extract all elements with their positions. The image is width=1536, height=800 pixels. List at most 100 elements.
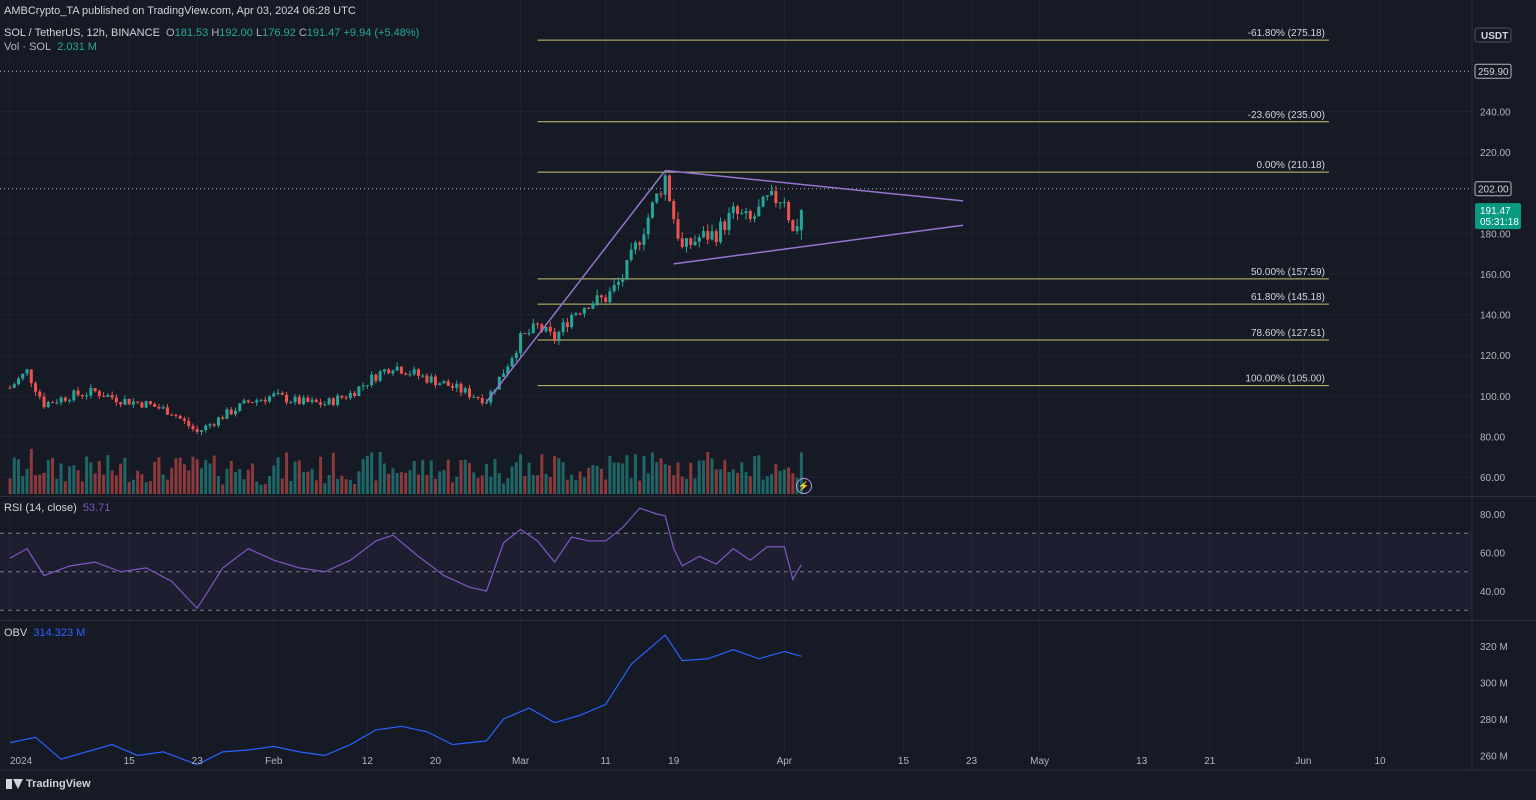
volume-bar [182,464,186,494]
volume-bar [310,468,314,494]
time-tick-label: 21 [1204,756,1216,767]
price-tag [1474,63,1512,79]
volume-bar [144,482,148,494]
volume-bar [578,471,582,494]
trendline [485,170,666,403]
volume-bar [561,462,565,494]
volume-bar [276,457,280,494]
brand-text: TradingView [26,778,91,790]
volume-bar [629,478,633,494]
volume-bar [199,468,203,494]
candle-body [408,374,412,376]
volume-bar [421,459,425,494]
volume-bar [633,454,637,494]
pane-separator[interactable] [0,620,1536,621]
obv-tick-label: 280 M [1480,715,1508,726]
volume-bar [693,478,697,494]
candle-body [557,332,561,341]
candle-body [740,213,744,215]
candle-body [638,242,642,245]
volume-bar [450,482,454,494]
volume-bar [127,482,131,494]
volume-bar [519,454,523,494]
candle-body [212,424,216,426]
volume-bar [336,478,340,494]
candle-body [153,404,157,407]
volume-bar [506,478,510,494]
candle-body [268,396,272,402]
high-value: 192.00 [219,27,253,39]
candle-body [306,397,310,403]
volume-label[interactable]: Vol · SOL [4,41,52,53]
candle-body [251,402,255,404]
candle-body [221,417,225,419]
candle-body [29,369,33,384]
candle-body [710,231,714,240]
volume-bar [480,475,484,494]
candle-body [340,395,344,398]
candle-body [672,201,676,220]
rsi-label[interactable]: RSI (14, close) [4,502,77,514]
candle-body [259,399,263,401]
candle-body [663,175,667,195]
volume-bar [485,463,489,494]
volume-bar [757,455,761,494]
volume-bar [119,463,123,494]
volume-bar [327,475,331,494]
volume-bar [489,476,493,494]
candle-body [21,373,25,379]
volume-bar [723,459,727,494]
volume-bar [348,480,352,494]
candle-body [302,397,306,405]
trendline [665,169,964,202]
volume-bar [638,480,642,494]
volume-bar [102,474,106,494]
rsi-band [0,532,1472,611]
volume-bar [302,472,306,494]
volume-bar [531,475,535,494]
volume-bar [493,458,497,494]
candle-body [233,410,237,415]
volume-bar [472,472,476,494]
candle-body [599,295,603,298]
time-tick-label: 13 [1136,756,1148,767]
volume-bar [642,455,646,494]
time-tick-label: Jun [1295,756,1311,767]
volume-bar [263,484,267,494]
obv-legend: OBV 314.323 M [4,627,85,639]
volume-bar [34,475,38,494]
volume-bar [123,457,127,494]
candle-body [106,394,110,397]
candle-body [540,324,544,332]
candle-body [527,332,531,334]
volume-bar [178,457,182,494]
tradingview-brand[interactable]: TradingView [6,778,91,790]
candle-body [778,202,782,204]
candle-body [697,237,701,242]
candle-body [459,383,463,393]
volume-bar [455,476,459,494]
volume-value: 2.031 M [57,41,97,53]
candle-body [693,241,697,245]
candle-body [642,234,646,245]
obv-label[interactable]: OBV [4,627,28,639]
candle-body [595,295,599,304]
volume-bar [714,469,718,494]
fib-level-label: 61.80% (145.18) [1251,292,1325,303]
symbol-title[interactable]: SOL / TetherUS, 12h, BINANCE [4,27,160,39]
candle-body [336,395,340,405]
volume-bar [574,480,578,494]
candle-body [753,216,757,219]
pane-separator[interactable] [0,496,1536,497]
candle-body [689,238,693,245]
volume-bar [25,468,29,494]
volume-bar [684,478,688,494]
candle-body [395,366,399,371]
lightning-icon[interactable]: ⚡ [796,478,812,494]
candle-body [182,418,186,421]
volume-bar [157,457,161,494]
volume-bar [221,484,225,494]
candle-body [55,402,59,404]
candle-body [195,428,199,432]
